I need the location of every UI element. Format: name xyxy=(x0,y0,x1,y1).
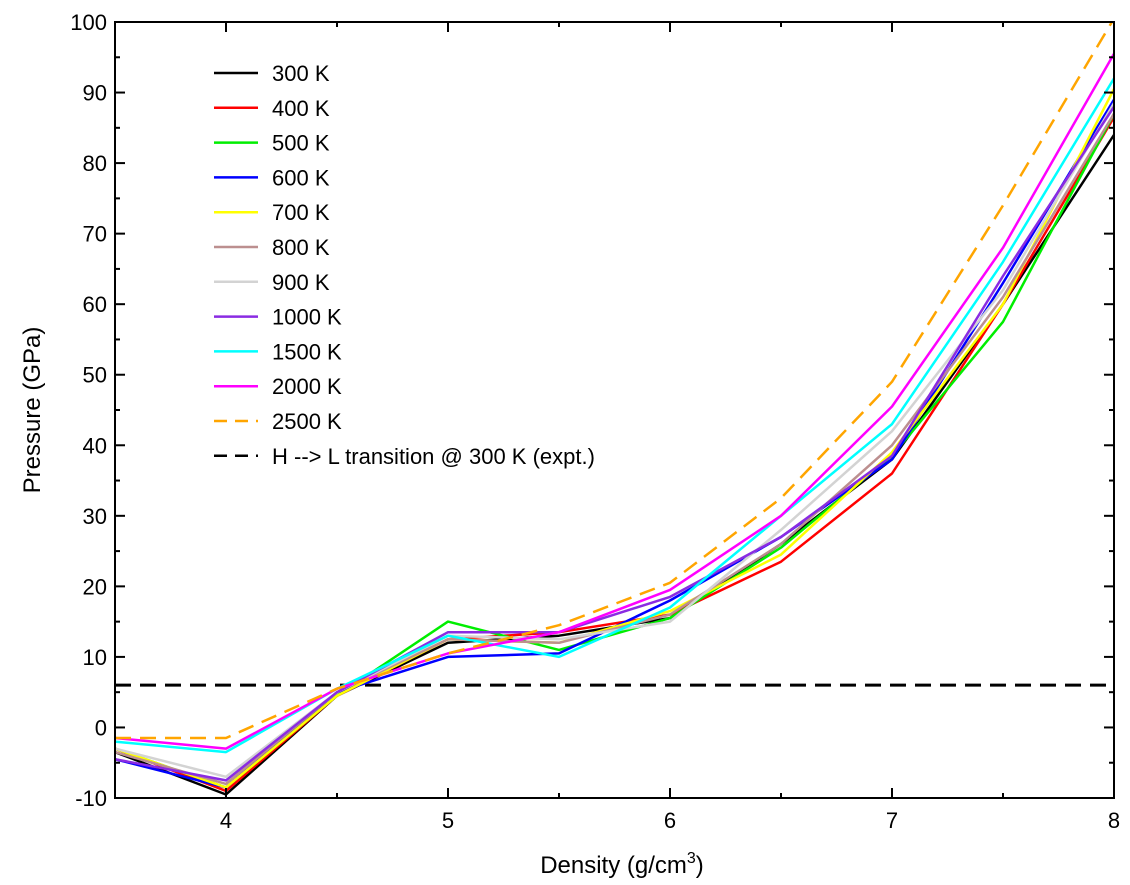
legend-label-2500-k: 2500 K xyxy=(272,409,342,434)
legend-label-600-k: 600 K xyxy=(272,165,330,190)
series-line-2000-k xyxy=(115,53,1114,750)
legend-label-900-k: 900 K xyxy=(272,270,330,295)
y-tick-label: 10 xyxy=(83,645,107,670)
y-tick-label: 90 xyxy=(83,81,107,106)
x-tick-label: 7 xyxy=(886,808,898,833)
plot-lines xyxy=(115,22,1114,796)
x-axis-title: Density (g/cm3) xyxy=(540,850,704,879)
y-tick-label: -10 xyxy=(75,786,107,811)
y-tick-label: 60 xyxy=(83,292,107,317)
x-tick-label: 8 xyxy=(1108,808,1120,833)
x-tick-label: 6 xyxy=(664,808,676,833)
y-tick-label: 40 xyxy=(83,433,107,458)
y-tick-label: 80 xyxy=(83,151,107,176)
axis-ticks xyxy=(114,21,1115,799)
series-line-800-k xyxy=(115,113,1114,786)
tick-labels: 4 5 6 7 8 -10 0 10 20 30 40 50 60 70 80 90 100 xyxy=(70,10,1120,833)
x-axis-title-superscript: 3 xyxy=(687,850,696,867)
legend-label-500-k: 500 K xyxy=(272,131,330,156)
series-line-1000-k xyxy=(115,106,1114,782)
legend-label-2000-k: 2000 K xyxy=(272,374,342,399)
legend-label-1000-k: 1000 K xyxy=(272,305,342,330)
x-axis-title-text: Density (g/cm xyxy=(540,852,687,879)
x-tick-label: 4 xyxy=(220,808,232,833)
y-tick-label: 70 xyxy=(83,222,107,247)
legend-label-1500-k: 1500 K xyxy=(272,339,342,364)
legend-label-700-k: 700 K xyxy=(272,200,330,225)
legend-label-h-l-transition-300-k-expt: H --> L transition @ 300 K (expt.) xyxy=(272,444,595,469)
series-line-700-k xyxy=(115,88,1114,789)
legend-label-300-k: 300 K xyxy=(272,61,330,86)
y-tick-label: 30 xyxy=(83,504,107,529)
x-axis-title-close: ) xyxy=(696,852,704,879)
y-tick-label: 20 xyxy=(83,574,107,599)
y-axis-title: Pressure (GPa) xyxy=(19,327,46,494)
series-line-2500-k xyxy=(115,22,1114,740)
y-tick-label: 100 xyxy=(70,10,107,35)
legend-label-800-k: 800 K xyxy=(272,235,330,260)
legend: 300 K 400 K 500 K 600 K 700 K 800 K 900 K 1000 … xyxy=(214,61,595,469)
legend-label-400-k: 400 K xyxy=(272,96,330,121)
series-line-900-k xyxy=(115,102,1114,779)
y-tick-label: 50 xyxy=(83,363,107,388)
x-tick-label: 5 xyxy=(442,808,454,833)
y-tick-label: 0 xyxy=(95,715,107,740)
series-line-1500-k xyxy=(115,77,1114,754)
series-group xyxy=(115,22,1114,796)
